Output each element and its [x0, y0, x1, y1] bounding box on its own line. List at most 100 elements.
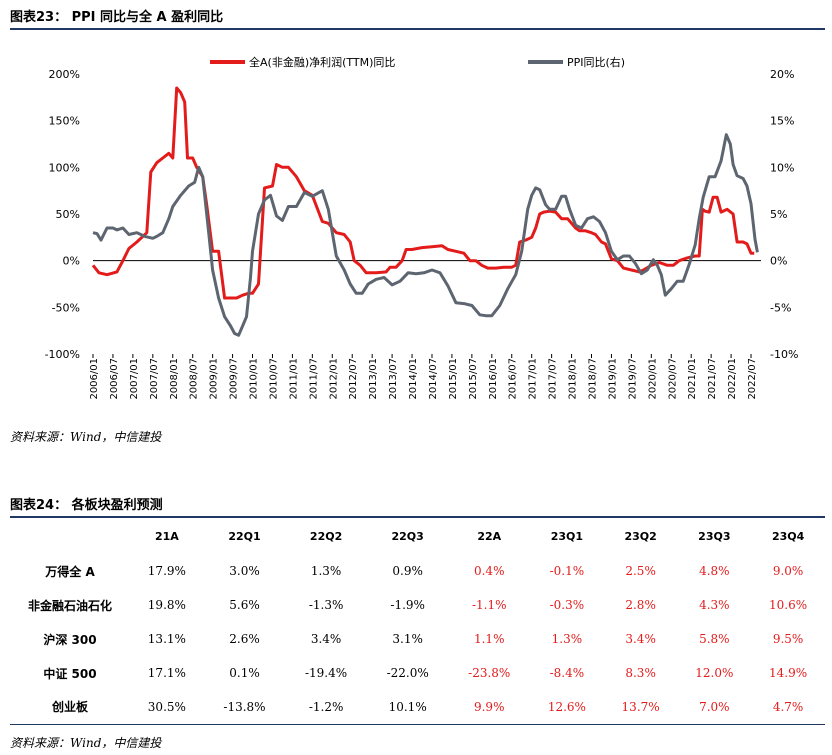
y-right-tick-label: 0%	[770, 255, 787, 268]
table-cell-forecast: 1.1%	[473, 632, 505, 646]
x-tick-label: 2021/07	[707, 358, 718, 400]
x-tick-label: 2011/01	[288, 358, 299, 400]
figure-title-forecast: 图表24： 各板块盈利预测	[10, 498, 163, 513]
row-label: 非金融石油石化	[27, 598, 112, 613]
table-cell: -1.3%	[308, 598, 344, 612]
table-cell: 0.1%	[229, 666, 260, 680]
x-tick-label: 2019/01	[607, 358, 618, 400]
y-left-tick-label: -100%	[45, 348, 80, 361]
table-row: 创业板 30.5% -13.8% -1.2% 10.1% 9.9% 12.6% …	[10, 690, 825, 725]
table-row: 中证 500 17.1% 0.1% -19.4% -22.0% -23.8% -…	[10, 656, 825, 690]
x-tick-label: 2010/07	[268, 358, 279, 400]
x-tick-label: 2016/01	[488, 358, 499, 400]
table-cell-forecast: 1.3%	[551, 632, 583, 646]
y-right-tick-label: 10%	[770, 161, 794, 174]
table-cell: 3.0%	[229, 564, 260, 578]
table-cell-forecast: 2.5%	[625, 564, 656, 578]
table-cell-forecast: 9.9%	[448, 690, 531, 725]
ppi-profit-line-chart: 全A(非金融)净利润(TTM)同比 PPI同比(右) -100% -50% 0% 50…	[45, 55, 799, 400]
table-cell: 17.1%	[147, 666, 186, 680]
x-tick-label: 2015/01	[448, 358, 459, 400]
col-header: 22Q1	[228, 529, 261, 543]
title-rule	[10, 28, 825, 30]
x-tick-label: 2007/07	[149, 358, 160, 400]
y-left-tick-label: 200%	[49, 68, 80, 81]
x-tick-label: 2020/07	[667, 358, 678, 400]
x-tick-label: 2018/07	[588, 358, 599, 400]
legend-label-ppi: PPI同比(右)	[567, 55, 625, 69]
series-line-profit	[91, 86, 755, 300]
table-cell-forecast: -0.1%	[549, 564, 585, 578]
x-tick-label: 2016/07	[508, 358, 519, 400]
table-cell-forecast: 10.6%	[769, 598, 808, 612]
table-cell: 5.6%	[229, 598, 260, 612]
table-cell-forecast: 5.8%	[699, 632, 730, 646]
table-row: 非金融石油石化 19.8% 5.6% -1.3% -1.9% -1.1% -0.…	[10, 588, 825, 622]
x-tick-label: 2010/01	[249, 358, 260, 400]
table-cell-forecast: 13.7%	[603, 690, 678, 725]
table-cell-forecast: -23.8%	[468, 666, 511, 680]
table-cell-forecast: 4.3%	[699, 598, 730, 612]
source-note-2: 资料来源：Wind，中信建投	[10, 736, 162, 750]
title-rule-2	[10, 516, 825, 518]
y-left-tick-label: 150%	[49, 115, 80, 128]
table-cell-forecast: 4.8%	[699, 564, 730, 578]
table-cell-forecast: 3.4%	[625, 632, 656, 646]
legend-label-profit: 全A(非金融)净利润(TTM)同比	[249, 55, 395, 69]
table-cell: 10.1%	[366, 690, 449, 725]
x-tick-label: 2007/01	[129, 358, 140, 400]
x-tick-label: 2009/07	[229, 358, 240, 400]
col-header: 23Q2	[624, 529, 657, 543]
x-tick-label: 2008/01	[169, 358, 180, 400]
col-header: 22Q2	[309, 529, 343, 543]
table-cell-forecast: 8.3%	[625, 666, 656, 680]
x-tick-label: 2008/07	[189, 358, 200, 400]
x-tick-label: 2012/01	[328, 358, 339, 400]
series-line-ppi	[92, 133, 759, 337]
y-left-tick-label: 50%	[56, 208, 80, 221]
table-cell-forecast: 9.5%	[772, 632, 804, 646]
table-cell: 19.8%	[147, 598, 186, 612]
y-right-tick-label: 20%	[770, 68, 794, 81]
table-cell: 13.1%	[147, 632, 186, 646]
x-tick-label: 2011/07	[308, 358, 319, 400]
x-tick-label: 2019/07	[627, 358, 638, 400]
x-tick-label: 2017/07	[548, 358, 559, 400]
col-header: 23Q1	[550, 529, 584, 543]
col-header: 23Q3	[698, 529, 731, 543]
y-right-tick-label: -5%	[770, 301, 791, 314]
table-cell: 0.9%	[392, 564, 423, 578]
table-cell: 3.1%	[392, 632, 423, 646]
x-tick-label: 2022/07	[747, 358, 758, 400]
x-tick-label: 2017/01	[528, 358, 539, 400]
table-cell-forecast: 7.0%	[677, 690, 752, 725]
x-tick-label: 2014/07	[428, 358, 439, 400]
x-tick-label: 2012/07	[348, 358, 359, 400]
row-label: 万得全 A	[45, 564, 95, 579]
figure-title-ppi: 图表23： PPI 同比与全 A 盈利同比	[10, 10, 224, 25]
row-label: 中证 500	[43, 666, 97, 681]
row-label: 创业板	[10, 690, 130, 725]
table-cell-forecast: -1.1%	[471, 598, 507, 612]
table-header-row: 21A 22Q1 22Q2 22Q3 22A 23Q1 23Q2 23Q3 23…	[10, 518, 825, 554]
col-header: 22Q3	[391, 529, 424, 543]
table-cell-forecast: 2.8%	[625, 598, 656, 612]
y-left-tick-label: 100%	[49, 161, 80, 174]
x-tick-label: 2013/01	[368, 358, 379, 400]
table-cell: -19.4%	[304, 666, 348, 680]
x-tick-label: 2006/07	[109, 358, 120, 400]
x-tick-label: 2006/01	[89, 358, 100, 400]
x-tick-label: 2013/07	[388, 358, 399, 400]
table-cell-forecast: 4.7%	[751, 690, 825, 725]
table-cell: -1.2%	[285, 690, 367, 725]
table-cell-forecast: 9.0%	[772, 564, 804, 578]
table-cell-forecast: 12.6%	[530, 690, 604, 725]
x-tick-label: 2021/01	[687, 358, 698, 400]
y-right-tick-label: 5%	[770, 208, 787, 221]
col-header: 21A	[154, 529, 179, 543]
col-header: 23Q4	[771, 529, 805, 543]
table-cell: 2.6%	[229, 632, 260, 646]
table-row: 沪深 300 13.1% 2.6% 3.4% 3.1% 1.1% 1.3% 3.…	[10, 622, 825, 656]
y-right-tick-label: -10%	[770, 348, 798, 361]
y-right-tick-label: 15%	[770, 115, 794, 128]
